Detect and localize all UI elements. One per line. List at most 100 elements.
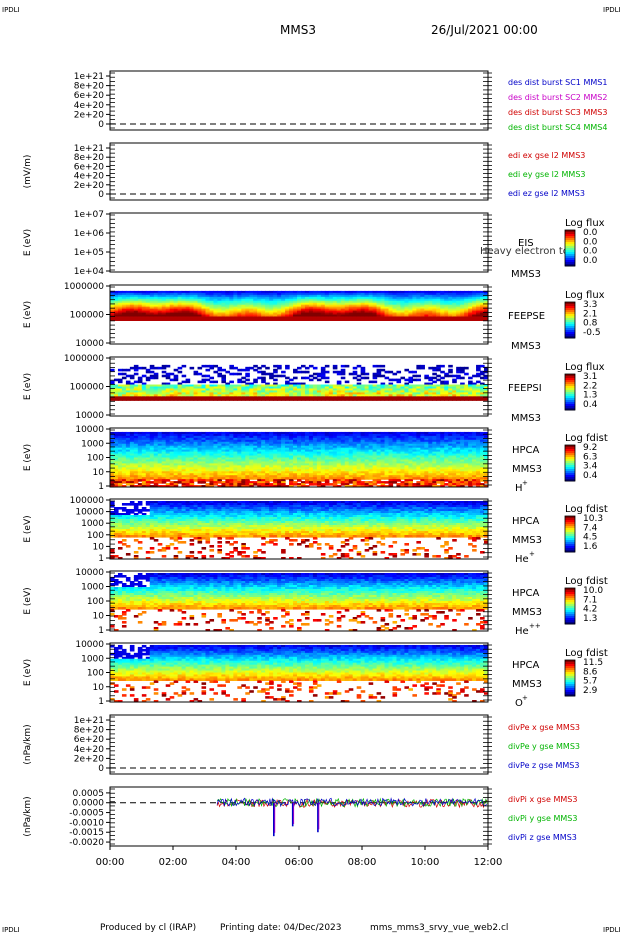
heatmap-cell <box>185 292 191 296</box>
heatmap-cell <box>484 384 488 388</box>
heatmap-cell <box>285 380 290 384</box>
heatmap-cell <box>241 318 246 321</box>
heatmap-cell <box>432 380 437 384</box>
heatmap-cell <box>316 392 322 395</box>
heatmap-cell <box>336 300 342 304</box>
heatmap-cell <box>412 459 417 463</box>
heatmap-cell <box>205 310 211 314</box>
heatmap-cell <box>285 471 290 474</box>
heatmap-cell <box>448 368 453 372</box>
heatmap-cell <box>217 477 223 480</box>
heatmap-cell <box>197 396 203 399</box>
heatmap-cell <box>404 300 410 304</box>
heatmap-cell <box>110 447 115 451</box>
y-tick-label: 1e+04 <box>74 267 105 277</box>
heatmap-cell <box>289 312 294 316</box>
heatmap-cell <box>424 449 429 453</box>
heatmap-cell <box>129 481 135 484</box>
heatmap-cell <box>161 451 167 455</box>
heatmap-cell <box>229 445 234 449</box>
heatmap-cell <box>113 469 119 472</box>
heatmap-cell <box>404 298 410 302</box>
heatmap-cell <box>404 390 410 393</box>
heatmap-cell <box>257 485 262 487</box>
heatmap-cell <box>233 441 238 445</box>
heatmap-cell <box>249 396 254 399</box>
heatmap-cell <box>201 378 207 382</box>
heatmap-cell <box>181 300 187 304</box>
legend-p1-2: des dist burst SC2 MMS2 <box>508 93 607 102</box>
heatmap-cell <box>289 435 294 439</box>
heatmap-cell <box>245 394 250 397</box>
heatmap-cell <box>384 441 390 445</box>
heatmap-cell <box>356 316 362 320</box>
heatmap-cell <box>149 453 155 457</box>
heatmap-cell <box>408 465 413 468</box>
heatmap-cell <box>225 477 230 480</box>
heatmap-cell <box>416 457 421 461</box>
heatmap-cell <box>177 447 183 451</box>
heatmap-cell <box>237 483 242 486</box>
heatmap-cell <box>169 477 175 480</box>
heatmap-cell <box>432 312 437 316</box>
heatmap-cell <box>348 431 354 435</box>
heatmap-cell <box>110 312 115 316</box>
heatmap-cell <box>420 398 425 401</box>
heatmap-cell <box>352 304 358 308</box>
heatmap-cell <box>320 306 326 310</box>
heatmap-cell <box>277 298 282 302</box>
heatmap-cell <box>173 431 179 435</box>
heatmap-cell <box>197 437 203 441</box>
y-tick-label: 0 <box>98 190 104 200</box>
heatmap-cell <box>177 298 183 302</box>
heatmap-cell <box>181 449 187 453</box>
panel-p6-plot-area <box>110 431 488 487</box>
heatmap-cell <box>400 300 406 304</box>
heatmap-cell <box>293 481 298 484</box>
heatmap-cell <box>145 449 151 453</box>
heatmap-cell <box>149 465 155 468</box>
heatmap-cell <box>289 465 294 468</box>
heatmap-cell <box>352 300 358 304</box>
heatmap-cell <box>141 469 147 472</box>
heatmap-cell <box>121 439 127 443</box>
heatmap-cell <box>436 398 441 401</box>
heatmap-cell <box>344 312 350 316</box>
heatmap-cell <box>241 398 246 401</box>
heatmap-cell <box>297 392 302 395</box>
heatmap-cell <box>209 298 215 302</box>
heatmap-cell <box>420 364 425 368</box>
heatmap-cell <box>376 455 382 459</box>
heatmap-cell <box>352 310 358 314</box>
heatmap-cell <box>428 398 433 401</box>
heatmap-cell <box>121 461 127 464</box>
heatmap-cell <box>117 485 123 487</box>
heatmap-cell <box>364 467 370 470</box>
heatmap-cell <box>440 312 445 316</box>
heatmap-cell <box>332 396 338 399</box>
heatmap-cell <box>436 290 441 294</box>
heatmap-cell <box>129 304 135 308</box>
heatmap-cell <box>121 469 127 472</box>
heatmap-cell <box>424 479 429 482</box>
heatmap-cell <box>153 479 159 482</box>
heatmap-cell <box>484 398 488 401</box>
heatmap-cell <box>424 398 429 401</box>
heatmap-cell <box>133 318 139 321</box>
heatmap-cell <box>360 384 366 388</box>
heatmap-cell <box>273 290 278 294</box>
heatmap-cell <box>137 447 143 451</box>
heatmap-cell <box>173 469 179 472</box>
heatmap-cell <box>372 304 378 308</box>
heatmap-cell <box>201 290 207 294</box>
heatmap-cell <box>285 398 290 401</box>
heatmap-cell <box>428 300 433 304</box>
heatmap-cell <box>372 380 378 384</box>
heatmap-cell <box>193 394 199 397</box>
heatmap-cell <box>193 455 199 459</box>
heatmap-cell <box>293 306 298 310</box>
heatmap-cell <box>464 386 469 390</box>
heatmap-cell <box>197 366 203 370</box>
heatmap-cell <box>110 463 115 466</box>
